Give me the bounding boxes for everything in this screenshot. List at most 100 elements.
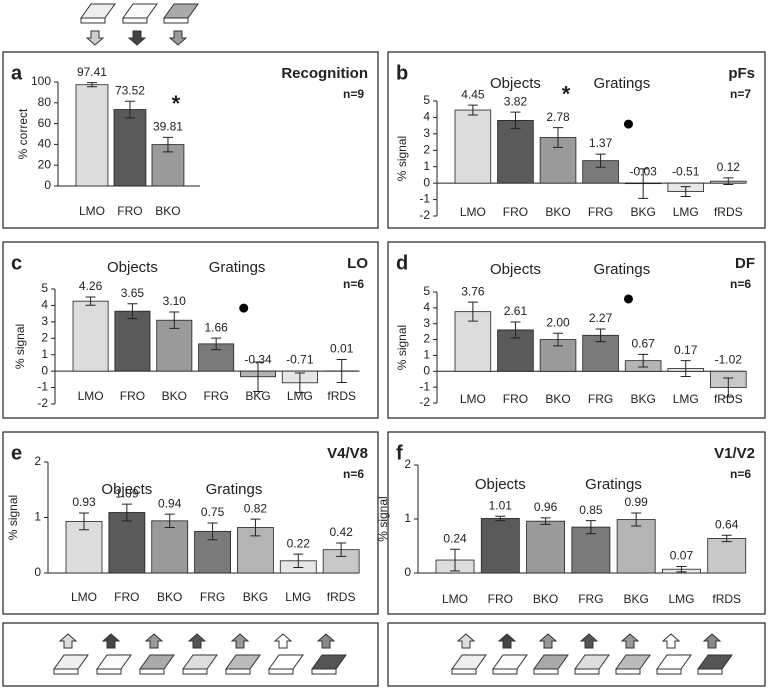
panel-letter: a (11, 62, 23, 84)
x-tick-label: BKO (545, 205, 570, 219)
y-tick-label: 0 (34, 565, 41, 579)
stimulus-icon (311, 654, 347, 670)
arrow-icon (168, 30, 188, 46)
arrow-icon (702, 633, 722, 649)
bar (151, 520, 189, 574)
value-label: 4.26 (79, 279, 103, 293)
significance-dot (239, 303, 249, 313)
error-bar (680, 360, 691, 378)
error-bar (638, 353, 649, 368)
error-bar (162, 136, 173, 153)
error-bar (723, 377, 734, 398)
y-tick-label: 1 (423, 348, 430, 362)
value-label: 0.75 (201, 505, 225, 519)
value-label: 0.94 (158, 496, 182, 510)
error-bar (585, 520, 596, 535)
stimulus-icon-side (96, 668, 122, 675)
arrow-icon (456, 633, 476, 649)
value-label: 0.96 (534, 500, 558, 514)
arrow-icon (273, 633, 293, 649)
stimulus-icon-side (574, 668, 600, 675)
panel: d DF n=6 -2 -1 01 2 3 4 5 % signal 3.76 LMO 2.61 FRO 2.… (387, 241, 766, 419)
bar (571, 526, 611, 574)
stimulus-icon-side (268, 668, 294, 675)
panel-letter: e (11, 442, 22, 464)
group-label: Gratings (594, 261, 651, 278)
y-tick-label: -2 (37, 396, 48, 410)
x-tick-label: LMG (287, 389, 313, 403)
x-tick-label: LMO (442, 592, 468, 606)
panel-frame (387, 241, 766, 419)
y-tick-label: 1 (423, 159, 430, 173)
stimulus-icon (533, 654, 569, 670)
x-tick-label: LMG (673, 392, 699, 406)
panel-letter: c (11, 252, 22, 274)
x-tick-label: LMG (668, 592, 694, 606)
panel-letter: f (396, 442, 403, 464)
x-tick-label: BKG (245, 389, 270, 403)
y-tick-label: 3 (423, 126, 430, 140)
x-tick-label: BKO (162, 389, 187, 403)
error-bar (121, 503, 132, 522)
error-bar (467, 104, 478, 116)
group-label: Gratings (206, 481, 263, 498)
x-tick-label: FRG (588, 392, 613, 406)
panel: f V1/V2 n=6 0 1 2 % signal 0.24 LMO 1.01 FRO 0.96 BK… (376, 431, 766, 615)
stimulus-icon-side (163, 17, 189, 24)
value-label: 0.93 (72, 495, 96, 509)
error-bar (553, 127, 564, 148)
arrow-icon (316, 633, 336, 649)
error-bar (450, 548, 461, 572)
arrow-icon (127, 30, 147, 46)
y-tick-label: 5 (423, 93, 430, 107)
stimulus-icon (139, 654, 175, 670)
group-label: Gratings (209, 259, 266, 276)
error-bar (293, 553, 304, 568)
arrow-icon (620, 633, 640, 649)
stimulus-icon (697, 654, 733, 670)
value-label: 3.76 (461, 284, 485, 298)
value-label: 0.12 (717, 160, 741, 174)
bar (526, 520, 566, 574)
value-label: -0.71 (286, 352, 314, 366)
error-bar (510, 111, 521, 130)
y-axis-label: % signal (395, 325, 409, 370)
stimulus-strip (387, 622, 766, 687)
panel-frame (387, 51, 766, 229)
panel-title: Recognition (281, 65, 368, 82)
error-bar (540, 517, 551, 525)
value-label: 0.67 (631, 336, 655, 350)
y-axis-label: % signal (395, 136, 409, 181)
error-bar (86, 82, 97, 88)
error-bar (553, 332, 564, 347)
y-tick-label: 60 (38, 116, 52, 130)
arrow-icon (187, 633, 207, 649)
group-label: Objects (475, 476, 526, 493)
arrow-icon (497, 633, 517, 649)
y-axis-label: % signal (13, 324, 27, 369)
error-bar (85, 296, 96, 306)
value-label: 4.45 (461, 87, 485, 101)
error-bar (595, 153, 606, 168)
y-tick-label: 4 (423, 300, 430, 314)
error-bar (510, 321, 521, 339)
value-label: 3.65 (121, 286, 145, 300)
x-tick-label: FRO (117, 204, 142, 218)
panel-n: n=6 (343, 277, 364, 291)
y-tick-label: 5 (423, 284, 430, 298)
error-bar (164, 513, 175, 528)
y-tick-label: 2 (41, 330, 48, 344)
error-bar (211, 337, 222, 351)
y-tick-label: 1 (404, 511, 411, 525)
stimulus-icon-side (311, 668, 337, 675)
y-tick-label: 2 (423, 332, 430, 346)
arrow-icon (58, 633, 78, 649)
y-tick-label: 3 (41, 314, 48, 328)
value-label: 0.82 (244, 501, 268, 515)
significance-star: * (562, 81, 571, 106)
y-axis-label: % signal (6, 495, 20, 540)
stimulus-icon (656, 654, 692, 670)
y-tick-label: 1 (41, 347, 48, 361)
stimulus-icon-side (139, 668, 165, 675)
